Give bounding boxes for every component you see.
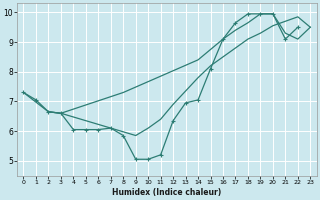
X-axis label: Humidex (Indice chaleur): Humidex (Indice chaleur) (112, 188, 221, 197)
